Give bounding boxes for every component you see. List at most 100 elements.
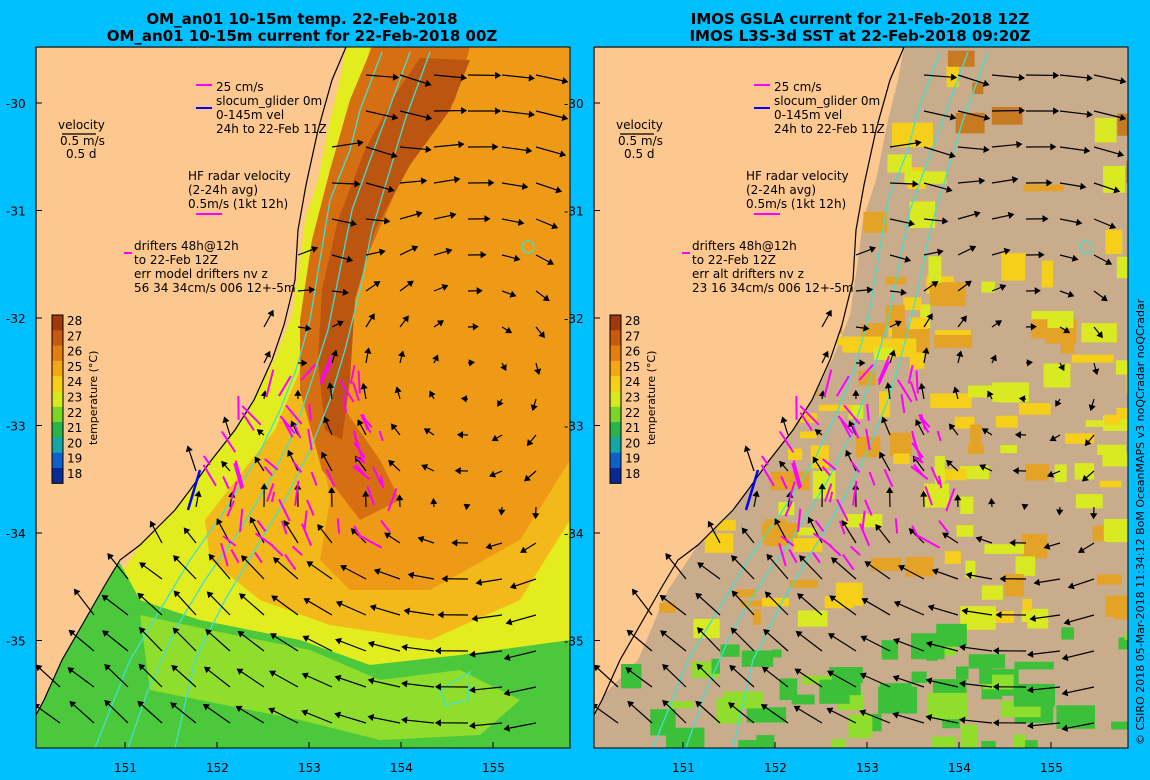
- right-current-arrowhead: [948, 423, 956, 431]
- right-current-arrowhead: [696, 627, 704, 635]
- left-current-vector: [137, 701, 163, 724]
- left-hf-radar-vector: [308, 403, 312, 421]
- left-current-arrowhead: [480, 251, 487, 259]
- left-hf-radar-vector: [378, 430, 384, 442]
- right-current-arrowhead: [1086, 74, 1093, 82]
- right-current-vector: [632, 589, 653, 616]
- right-hf-radar-vector: [945, 488, 956, 512]
- right-current-arrowhead: [731, 590, 739, 598]
- right-colorbar-swatch: [610, 345, 621, 362]
- right-current-vector: [660, 595, 687, 616]
- right-current-arrowhead: [949, 113, 957, 121]
- right-sst-patch: [903, 297, 922, 310]
- right-sst-patch: [967, 444, 984, 454]
- left-current-arrowhead: [367, 677, 375, 685]
- left-hf-radar-vector: [284, 553, 297, 571]
- left-panel-title: OM_an01 10-15m temp. 22-Feb-2018 OM_an01…: [30, 11, 574, 45]
- right-current-arrowhead: [743, 445, 751, 453]
- right-sst-patch: [848, 714, 873, 738]
- right-current-arrowhead: [1113, 186, 1121, 194]
- right-current-arrowhead: [952, 386, 960, 394]
- left-current-arrowhead: [538, 331, 545, 339]
- right-current-vector: [893, 638, 925, 652]
- right-current-arrowhead: [1047, 470, 1055, 478]
- left-hf-radar-vector: [358, 534, 383, 549]
- left-current-arrowhead: [137, 592, 145, 600]
- right-current-arrowhead: [1012, 467, 1019, 475]
- left-colorbar-tick: 24: [67, 375, 82, 389]
- right-sst-patch: [704, 533, 734, 553]
- right-current-vector: [861, 635, 891, 652]
- right-current-arrowhead: [794, 668, 802, 675]
- left-hf-line-0: HF radar velocity: [188, 169, 291, 183]
- right-hf-radar-vector: [913, 456, 924, 464]
- left-current-vector: [302, 673, 333, 688]
- right-current-arrowhead: [1026, 359, 1033, 367]
- left-current-vector: [335, 713, 367, 724]
- right-sst-patch: [1015, 556, 1036, 576]
- left-current-arrowhead: [503, 689, 511, 697]
- right-sst-patch: [970, 424, 982, 447]
- right-glider-line-3: 24h to 22-Feb 11Z: [774, 122, 885, 136]
- right-current-vector: [662, 700, 687, 724]
- left-colorbar-swatch: [52, 360, 63, 377]
- right-current-arrowhead: [892, 711, 900, 719]
- right-current-arrowhead: [825, 309, 832, 317]
- left-current-vector: [67, 667, 95, 688]
- left-current-arrowhead: [249, 516, 257, 524]
- right-current-arrowhead: [893, 637, 900, 645]
- left-hf-radar-vector: [256, 519, 267, 532]
- left-current-arrowhead: [260, 390, 268, 397]
- left-current-vector: [470, 722, 503, 727]
- right-current-vector: [926, 679, 959, 688]
- right-current-arrowhead: [982, 79, 990, 87]
- right-sst-patch: [934, 334, 973, 348]
- right-current-arrowhead: [912, 180, 919, 188]
- right-current-arrowhead: [904, 255, 912, 263]
- right-colorbar-tick: 21: [625, 421, 640, 435]
- right-current-vector: [594, 704, 619, 724]
- left-colorbar-tick: 28: [67, 314, 82, 328]
- right-hf-radar-vector: [930, 466, 941, 485]
- right-hf-line-0: HF radar velocity: [746, 169, 849, 183]
- right-current-arrowhead: [931, 281, 939, 288]
- left-current-arrowhead: [373, 281, 381, 288]
- left-colorbar-tick: 25: [67, 360, 82, 374]
- right-lon-tick-label: 151: [672, 761, 695, 775]
- left-current-arrowhead: [235, 705, 243, 713]
- left-hf-radar-vector: [278, 375, 292, 397]
- left-legend-drifters: drifters 48h@12h to 22-Feb 12Z err model…: [124, 239, 296, 295]
- left-drifter-line-1: to 22-Feb 12Z: [134, 253, 218, 267]
- right-colorbar-tick: 26: [625, 345, 640, 359]
- right-current-arrowhead: [631, 588, 639, 596]
- left-colorbar-tick: 19: [67, 452, 82, 466]
- right-hf-radar-vector: [778, 430, 795, 453]
- right-sst-patch: [929, 282, 966, 307]
- right-current-arrowhead: [1018, 73, 1026, 82]
- right-current-vector: [594, 664, 619, 688]
- right-current-arrowhead: [696, 663, 704, 671]
- right-current-arrowhead: [888, 349, 896, 357]
- right-hf-radar-vector: [868, 471, 876, 486]
- left-current-arrowhead: [346, 255, 354, 263]
- right-current-vector: [1059, 74, 1092, 79]
- left-sst-green-light: [140, 615, 520, 740]
- left-current-arrowhead: [357, 139, 364, 147]
- left-legend-glider: 25 cm/s slocum_glider 0m 0-145m vel 24h …: [196, 80, 327, 136]
- left-current-vector: [504, 650, 537, 660]
- left-current-vector: [535, 74, 568, 83]
- right-sst-patch: [1111, 721, 1128, 730]
- right-hf-radar-vector: [915, 370, 919, 394]
- right-current-arrowhead: [925, 640, 933, 648]
- left-current-arrowhead: [208, 553, 216, 561]
- right-colorbar-tick: 28: [625, 314, 640, 328]
- right-hf-radar-vector: [842, 553, 855, 571]
- right-hf-radar-vector: [824, 483, 833, 502]
- right-hf-radar-vector: [861, 510, 866, 531]
- right-current-vector: [697, 627, 721, 652]
- left-hf-radar-vector: [234, 460, 245, 488]
- left-current-arrowhead: [475, 578, 483, 586]
- right-current-vector: [860, 710, 891, 724]
- left-current-arrowhead: [301, 709, 309, 717]
- right-hf-radar-vector: [837, 415, 854, 435]
